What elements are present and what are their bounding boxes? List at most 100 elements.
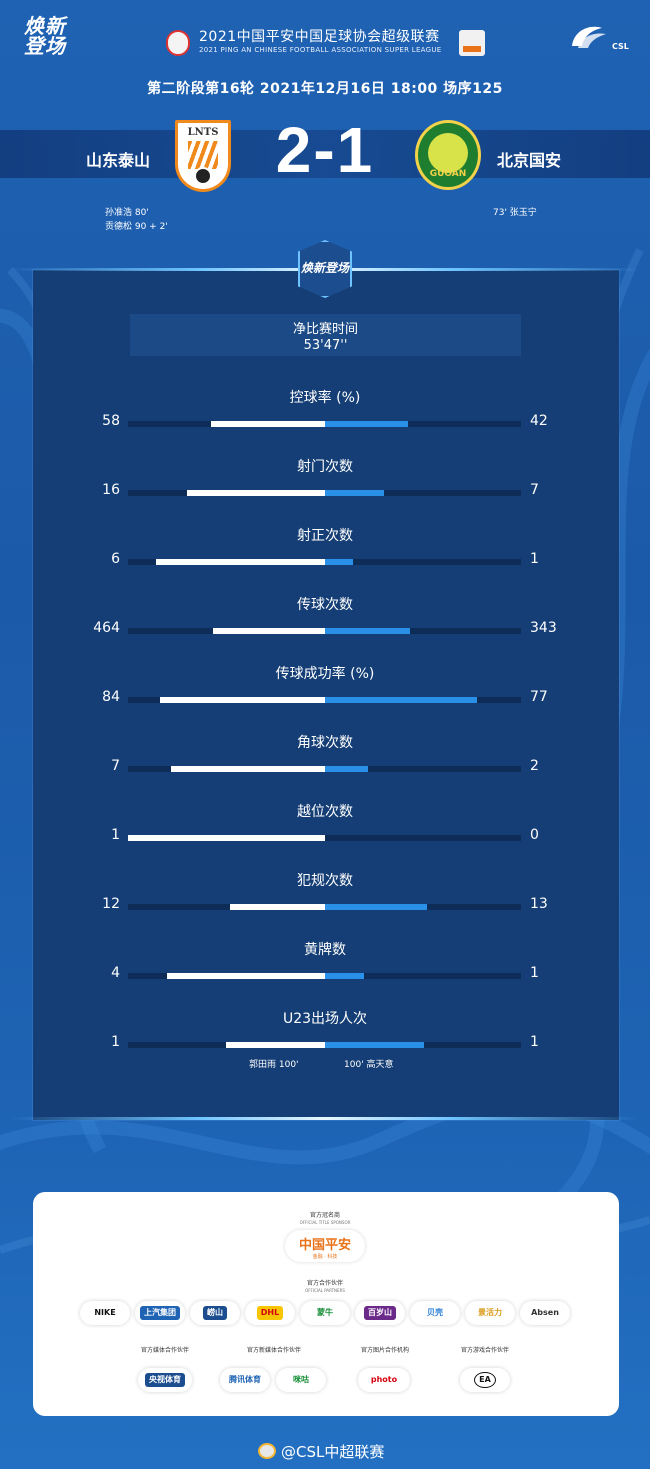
stat-home-bar [167,973,325,979]
partner-logo-saic[interactable]: 上汽集团 [135,1301,185,1325]
stat-row: 黄牌数 4 1 [0,939,650,989]
stat-home-value: 12 [102,896,120,912]
stat-row: 射正次数 6 1 [0,525,650,575]
home-crest-ball [194,167,212,185]
partners-caption: 官方合作伙伴 OFFICIAL PARTNERS [265,1280,385,1294]
partner-logo-beike[interactable]: 贝壳 [410,1301,460,1325]
stat-label: 传球成功率 (%) [275,666,375,682]
partner-logo-baisuishan[interactable]: 百岁山 [355,1301,405,1325]
partner-logo-jinghuoli[interactable]: 景活力 [465,1301,515,1325]
weibo-icon [258,1443,276,1459]
stat-home-value: 84 [102,689,120,705]
stat-home-bar [128,835,325,841]
away-scorers: 73' 张玉宁 [493,206,537,220]
away-crest-text: GUOAN [429,169,467,179]
stat-label: 射正次数 [297,528,353,544]
partner-logo-nike[interactable]: NIKE [80,1301,130,1325]
photo-caption: 官方图片合作机构 [360,1347,409,1354]
partner-logo-laoshan[interactable]: 崂山 [190,1301,240,1325]
partner-name: 蒙牛 [317,1308,333,1317]
home-crest-stripes [188,141,218,169]
stat-away-value: 2 [530,758,539,774]
home-scorers: 孙准浩 80' 贡德松 90 + 2' [105,206,168,234]
stat-home-bar [226,1042,325,1048]
cfa-badge-icon [166,30,190,56]
stat-label: 角球次数 [297,735,353,751]
partner-name: 崂山 [203,1306,227,1320]
stat-home-value: 464 [93,620,120,636]
newmedia-name: 咪咕 [293,1375,309,1384]
stat-away-value: 1 [530,1034,539,1050]
stat-label: 越位次数 [297,804,353,820]
partner-logo-absen[interactable]: Absen [520,1301,570,1325]
stat-away-value: 42 [530,413,548,429]
stat-home-value: 1 [111,827,120,843]
csl-label: CSL [612,42,629,51]
u23-home-note: 郭田雨 100' [249,1060,299,1070]
partner-name: Absen [531,1308,559,1317]
media-name: 央视体育 [145,1373,185,1387]
stat-home-bar [187,490,325,496]
away-team-name: 北京国安 [497,151,562,170]
home-crest-text: LNTS [187,127,219,138]
stat-away-bar [325,628,410,634]
score-band [0,130,650,178]
photo-logo[interactable]: photo [358,1368,410,1392]
u23-away-note: 100' 高天意 [344,1060,394,1070]
stat-away-value: 1 [530,551,539,567]
stat-label: 射门次数 [297,459,353,475]
newmedia-logo-migu[interactable]: 咪咕 [276,1368,326,1392]
stat-away-value: 343 [530,620,557,636]
league-title: 2021中国平安中国足球协会超级联赛 [199,29,440,45]
stat-row: 角球次数 7 2 [0,732,650,782]
partners-caption-cn: 官方合作伙伴 [306,1280,343,1287]
stat-home-value: 1 [111,1034,120,1050]
stat-away-bar [325,421,408,427]
game-name: EA [474,1372,496,1388]
league-subtitle: 2021 PING AN CHINESE FOOTBALL ASSOCIATIO… [199,46,442,54]
partner-name: 百岁山 [364,1306,396,1320]
stat-away-value: 0 [530,827,539,843]
stat-home-bar [211,421,325,427]
stat-away-value: 1 [530,965,539,981]
stat-row: 犯规次数 12 13 [0,870,650,920]
game-logo-ea[interactable]: EA [460,1368,510,1392]
stat-away-value: 77 [530,689,548,705]
match-time-value: 53'47'' [303,338,348,353]
stat-away-bar [325,697,477,703]
stat-home-value: 4 [111,965,120,981]
home-scorer: 孙准浩 80' [105,208,149,218]
media-logo-cctv[interactable]: 央视体育 [138,1368,192,1392]
partner-logo-mengniu[interactable]: 蒙牛 [300,1301,350,1325]
stat-label: 黄牌数 [304,942,346,958]
stat-row: 传球成功率 (%) 84 77 [0,663,650,713]
partners-caption-en: OFFICIAL PARTNERS [305,1288,345,1293]
away-team-crest-icon: GUOAN [415,120,481,190]
match-info: 第二阶段第16轮 2021年12月16日 18:00 场序125 [147,81,503,97]
photo-name: photo [370,1375,398,1384]
newmedia-name: 腾讯体育 [229,1375,261,1384]
partner-logo-dhl[interactable]: DHL [245,1301,295,1325]
title-sponsor-logo[interactable]: 中国平安 金融 · 科技 [285,1230,365,1262]
match-score: 2-1 [275,114,375,186]
stat-row: 传球次数 464 343 [0,594,650,644]
stat-label: U23出场人次 [282,1011,368,1027]
stat-home-bar [160,697,325,703]
title-sponsor-caption-cn: 官方冠名商 [309,1212,340,1219]
stat-home-value: 7 [111,758,120,774]
title-sponsor-caption-en: OFFICIAL TITLE SPONSOR [299,1220,351,1225]
stat-label: 传球次数 [297,597,353,613]
title-sponsor-caption: 官方冠名商 OFFICIAL TITLE SPONSOR [265,1212,385,1226]
partner-name: 上汽集团 [140,1306,180,1320]
stat-label: 犯规次数 [297,873,353,889]
stat-home-value: 6 [111,551,120,567]
home-team-name: 山东泰山 [86,151,151,170]
away-crest-inner [428,133,468,173]
csl-logo-icon [572,26,606,48]
stat-home-bar [213,628,325,634]
stat-away-bar [325,904,427,910]
stat-away-bar [325,559,353,565]
game-caption: 官方游戏合作伙伴 [460,1347,509,1354]
stat-row: 控球率 (%) 58 42 [0,387,650,437]
newmedia-logo-tencent[interactable]: 腾讯体育 [220,1368,270,1392]
